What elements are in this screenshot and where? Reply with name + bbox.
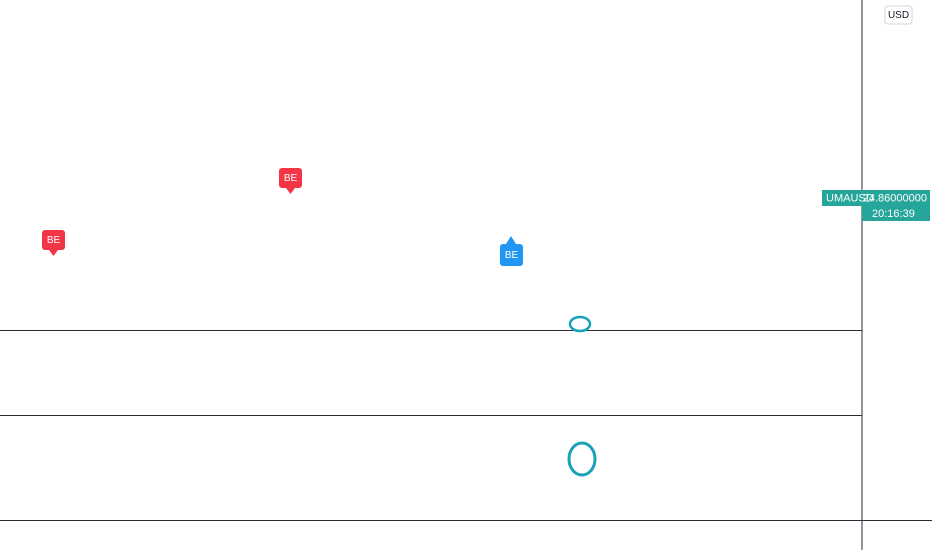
currency: USD — [888, 10, 909, 21]
circle-drawing — [568, 315, 592, 333]
countdown: 20:16:39 — [872, 208, 915, 220]
last-price-box — [822, 190, 930, 206]
last-price-label: 24.86000000 — [863, 192, 927, 204]
marker-label: BE — [284, 173, 298, 184]
marker-label: BE — [505, 250, 519, 261]
marker[interactable]: BE — [42, 230, 65, 256]
countdown-box — [862, 206, 930, 221]
currency-badge[interactable] — [884, 5, 913, 25]
marker[interactable]: BE — [279, 168, 302, 194]
circle-drawing — [567, 441, 597, 477]
symbol-label: UMAUSD — [826, 192, 874, 204]
marker[interactable]: BE — [500, 236, 523, 266]
marker-label: BE — [47, 235, 61, 246]
